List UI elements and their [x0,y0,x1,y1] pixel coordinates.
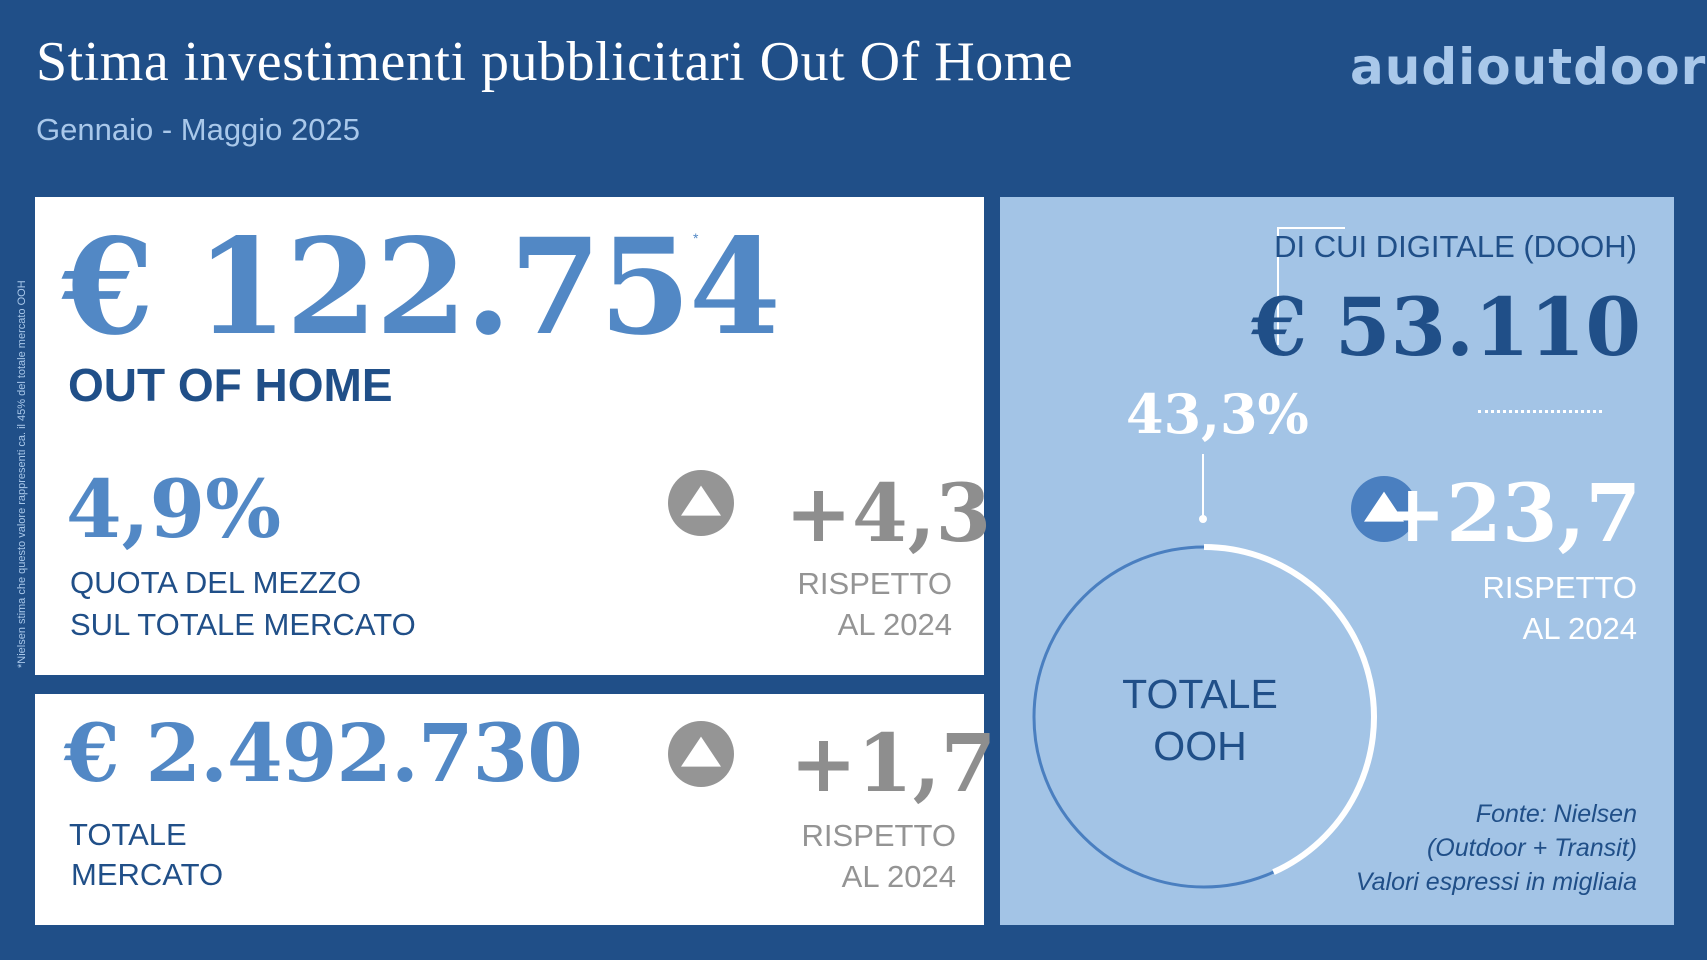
triangle-up-icon [1351,476,1417,542]
callout-line-top [1277,227,1345,345]
page-title: Stima investimenti pubblicitari Out Of H… [36,31,1074,93]
total-market-label: TOTALE MERCATO [69,815,223,895]
triangle-up-icon [668,721,734,787]
dooh-donut-chart [1032,227,1377,889]
source-note: Fonte: Nielsen (Outdoor + Transit) Valor… [1356,797,1637,899]
total-market-label-line1: TOTALE [69,817,187,852]
dooh-compare-line1: RISPETTO [1482,570,1637,605]
source-line3: Valori espressi in migliaia [1355,868,1637,896]
total-market-compare-line1: RISPETTO [801,818,956,853]
ooh-delta: +4,3 [785,466,992,560]
total-market-amount: € 2.492.730 [64,706,583,800]
dooh-card [1000,197,1674,925]
share-value: 4,9% [66,462,282,556]
footnote: *Nielsen stima che questo valore rappres… [16,280,28,668]
donut-dooh-arc [1203,544,1377,875]
dooh-label: DI CUI DIGITALE (DOOH) [1274,229,1637,264]
dooh-amount: € 53.110 [1251,280,1641,374]
source-line2: (Outdoor + Transit) [1426,834,1637,862]
ooh-card [35,197,984,675]
total-market-label-line2: MERCATO [71,857,224,892]
donut-center-line1: TOTALE [1122,671,1278,717]
ooh-amount: € 122.754 [62,210,781,365]
ooh-compare: RISPETTO AL 2024 [732,563,952,645]
brand-logo: audioutdoor [1350,38,1707,96]
total-market-delta: +1,7 [790,716,997,810]
callout-dot [1199,515,1207,523]
total-market-compare: RISPETTO AL 2024 [716,815,956,897]
dotted-divider [1478,410,1602,413]
total-market-card [35,694,984,925]
dooh-percent: 43,3% [1126,382,1309,446]
share-label-line2: SUL TOTALE MERCATO [70,607,416,642]
dooh-delta: +23,7 [1379,466,1641,560]
dooh-compare: RISPETTO AL 2024 [1397,567,1637,649]
ooh-compare-line1: RISPETTO [797,566,952,601]
donut-center-label: TOTALE OOH [1100,668,1300,772]
total-market-compare-line2: AL 2024 [841,859,956,894]
ooh-asterisk: * [693,230,699,246]
donut-center-line2: OOH [1153,723,1247,769]
ooh-label: OUT OF HOME [68,359,393,411]
source-line1: Fonte: Nielsen [1475,800,1637,828]
dooh-compare-line2: AL 2024 [1522,611,1637,646]
triangle-up-icon [668,470,734,536]
share-label: QUOTA DEL MEZZO SUL TOTALE MERCATO [70,562,416,646]
ooh-compare-line2: AL 2024 [837,607,952,642]
share-label-line1: QUOTA DEL MEZZO [70,565,362,600]
page-subtitle: Gennaio - Maggio 2025 [36,112,361,147]
